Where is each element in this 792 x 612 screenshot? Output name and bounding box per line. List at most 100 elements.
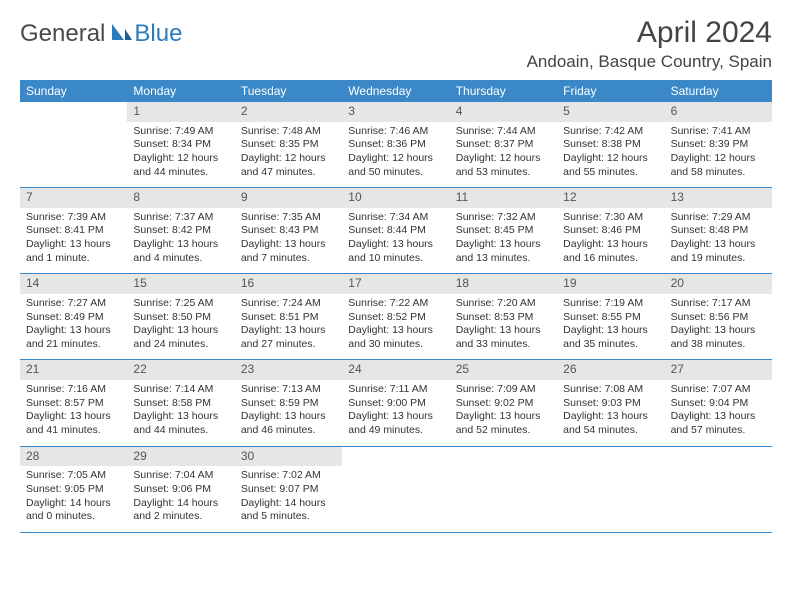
sunset-label: Sunset:: [133, 311, 172, 323]
calendar-cell: 15Sunrise: 7:25 AMSunset: 8:50 PMDayligh…: [127, 274, 234, 359]
sunrise-line: Sunrise: 7:20 AM: [456, 297, 551, 311]
sunrise-label: Sunrise:: [348, 211, 389, 223]
sunset-label: Sunset:: [456, 224, 495, 236]
logo-text-blue: Blue: [134, 20, 182, 48]
daylight-line: Daylight: 13 hours and 10 minutes.: [348, 238, 443, 265]
day-header: Sunday: [20, 80, 127, 102]
day-number: 8: [127, 188, 234, 208]
sunset-label: Sunset:: [133, 483, 172, 495]
sunrise-line: Sunrise: 7:07 AM: [671, 383, 766, 397]
sunset-value: 8:45 PM: [494, 224, 533, 236]
daylight-line: Daylight: 13 hours and 41 minutes.: [26, 410, 121, 437]
daylight-line: Daylight: 12 hours and 47 minutes.: [241, 152, 336, 179]
calendar-cell: [342, 447, 449, 532]
sunrise-line: Sunrise: 7:19 AM: [563, 297, 658, 311]
logo-text-general: General: [20, 20, 105, 48]
sunrise-label: Sunrise:: [26, 297, 67, 309]
sunset-value: 8:59 PM: [279, 397, 318, 409]
sunrise-line: Sunrise: 7:05 AM: [26, 469, 121, 483]
sunset-line: Sunset: 8:36 PM: [348, 138, 443, 152]
calendar-cell: [557, 447, 664, 532]
sunset-label: Sunset:: [456, 397, 495, 409]
sunset-value: 8:39 PM: [709, 138, 748, 150]
sunset-line: Sunset: 8:55 PM: [563, 311, 658, 325]
calendar-weeks: 1Sunrise: 7:49 AMSunset: 8:34 PMDaylight…: [20, 102, 772, 533]
daylight-label: Daylight:: [456, 152, 500, 164]
sunrise-value: 7:44 AM: [497, 125, 536, 137]
daylight-line: Daylight: 14 hours and 5 minutes.: [241, 497, 336, 524]
sunrise-label: Sunrise:: [26, 469, 67, 481]
sunset-label: Sunset:: [133, 397, 172, 409]
daylight-line: Daylight: 13 hours and 38 minutes.: [671, 324, 766, 351]
sunrise-label: Sunrise:: [348, 383, 389, 395]
sunrise-value: 7:29 AM: [712, 211, 751, 223]
sunrise-label: Sunrise:: [456, 125, 497, 137]
daylight-line: Daylight: 12 hours and 50 minutes.: [348, 152, 443, 179]
day-number: 15: [127, 274, 234, 294]
day-number: 27: [665, 360, 772, 380]
daylight-label: Daylight:: [241, 324, 285, 336]
sunrise-value: 7:48 AM: [282, 125, 321, 137]
daylight-label: Daylight:: [241, 410, 285, 422]
sunrise-value: 7:27 AM: [67, 297, 106, 309]
daylight-line: Daylight: 13 hours and 52 minutes.: [456, 410, 551, 437]
sunrise-line: Sunrise: 7:42 AM: [563, 125, 658, 139]
sunrise-label: Sunrise:: [563, 125, 604, 137]
calendar-week: 21Sunrise: 7:16 AMSunset: 8:57 PMDayligh…: [20, 360, 772, 446]
sunset-label: Sunset:: [348, 311, 387, 323]
calendar-week: 7Sunrise: 7:39 AMSunset: 8:41 PMDaylight…: [20, 188, 772, 274]
sunset-value: 9:05 PM: [65, 483, 104, 495]
sunset-line: Sunset: 8:38 PM: [563, 138, 658, 152]
sunrise-value: 7:30 AM: [605, 211, 644, 223]
day-header: Monday: [127, 80, 234, 102]
calendar-cell: 11Sunrise: 7:32 AMSunset: 8:45 PMDayligh…: [450, 188, 557, 273]
sunrise-line: Sunrise: 7:29 AM: [671, 211, 766, 225]
sunset-label: Sunset:: [26, 483, 65, 495]
daylight-label: Daylight:: [563, 410, 607, 422]
sunrise-label: Sunrise:: [241, 383, 282, 395]
sunrise-value: 7:20 AM: [497, 297, 536, 309]
daylight-line: Daylight: 13 hours and 49 minutes.: [348, 410, 443, 437]
sunrise-line: Sunrise: 7:17 AM: [671, 297, 766, 311]
day-header: Tuesday: [235, 80, 342, 102]
sunset-line: Sunset: 8:35 PM: [241, 138, 336, 152]
daylight-line: Daylight: 13 hours and 16 minutes.: [563, 238, 658, 265]
calendar-cell: 30Sunrise: 7:02 AMSunset: 9:07 PMDayligh…: [235, 447, 342, 532]
sunset-value: 8:43 PM: [279, 224, 318, 236]
sunrise-value: 7:42 AM: [605, 125, 644, 137]
sunset-value: 8:57 PM: [65, 397, 104, 409]
sunset-value: 9:03 PM: [602, 397, 641, 409]
sunset-value: 8:56 PM: [709, 311, 748, 323]
daylight-label: Daylight:: [456, 324, 500, 336]
day-number: 21: [20, 360, 127, 380]
calendar-cell: 19Sunrise: 7:19 AMSunset: 8:55 PMDayligh…: [557, 274, 664, 359]
sunrise-label: Sunrise:: [26, 211, 67, 223]
sunset-label: Sunset:: [348, 397, 387, 409]
calendar-cell: 10Sunrise: 7:34 AMSunset: 8:44 PMDayligh…: [342, 188, 449, 273]
logo: General Blue: [20, 20, 182, 48]
sunrise-line: Sunrise: 7:08 AM: [563, 383, 658, 397]
sunset-value: 9:07 PM: [279, 483, 318, 495]
sunrise-line: Sunrise: 7:44 AM: [456, 125, 551, 139]
sunrise-value: 7:04 AM: [175, 469, 214, 481]
day-number: 26: [557, 360, 664, 380]
sunset-line: Sunset: 9:04 PM: [671, 397, 766, 411]
daylight-line: Daylight: 13 hours and 4 minutes.: [133, 238, 228, 265]
sunset-line: Sunset: 9:05 PM: [26, 483, 121, 497]
daylight-label: Daylight:: [348, 324, 392, 336]
calendar: SundayMondayTuesdayWednesdayThursdayFrid…: [20, 80, 772, 533]
sunrise-value: 7:46 AM: [390, 125, 429, 137]
sunrise-label: Sunrise:: [671, 297, 712, 309]
sunrise-value: 7:22 AM: [390, 297, 429, 309]
daylight-label: Daylight:: [241, 497, 285, 509]
sunset-value: 8:35 PM: [279, 138, 318, 150]
calendar-cell: 5Sunrise: 7:42 AMSunset: 8:38 PMDaylight…: [557, 102, 664, 187]
sunset-label: Sunset:: [241, 138, 280, 150]
sunset-value: 8:49 PM: [65, 311, 104, 323]
day-number: 5: [557, 102, 664, 122]
calendar-cell: 27Sunrise: 7:07 AMSunset: 9:04 PMDayligh…: [665, 360, 772, 445]
daylight-line: Daylight: 13 hours and 33 minutes.: [456, 324, 551, 351]
sunset-line: Sunset: 8:37 PM: [456, 138, 551, 152]
sunrise-label: Sunrise:: [456, 297, 497, 309]
sunset-value: 8:44 PM: [387, 224, 426, 236]
